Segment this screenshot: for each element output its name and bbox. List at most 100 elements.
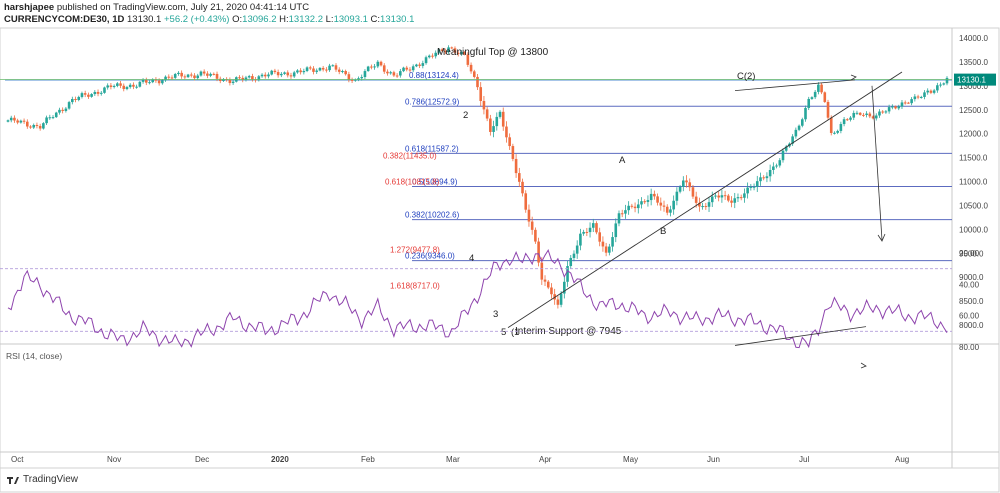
candle-body bbox=[675, 191, 679, 201]
annotation-meaningful-top: Meaningful Top @ 13800 bbox=[437, 47, 549, 58]
time-axis-tick: Apr bbox=[539, 455, 552, 464]
fib-level-label: 0.786(12572.9) bbox=[405, 97, 460, 106]
candle-body bbox=[797, 125, 801, 130]
candle-body bbox=[900, 102, 904, 107]
candle-body bbox=[563, 281, 566, 294]
candle-body bbox=[669, 209, 672, 213]
candle-body bbox=[762, 177, 766, 179]
candle-body bbox=[897, 106, 901, 109]
candle-body bbox=[466, 54, 470, 65]
candle-body bbox=[67, 102, 71, 109]
price-axis-tick: 8000.0 bbox=[959, 321, 984, 330]
candle-body bbox=[444, 51, 447, 53]
candle-body bbox=[141, 80, 145, 82]
candle-body bbox=[302, 70, 306, 73]
candle-body bbox=[852, 112, 856, 118]
symbol-line: CURRENCYCOM:DE30, 1D 13130.1 +56.2 (+0.4… bbox=[4, 14, 414, 25]
candle-body bbox=[257, 76, 261, 81]
candle-body bbox=[267, 74, 270, 77]
candle-body bbox=[566, 266, 569, 282]
candle-body bbox=[453, 48, 457, 53]
candle-body bbox=[296, 70, 299, 73]
candle-body bbox=[341, 71, 344, 73]
high-value: 13132.2 bbox=[288, 14, 323, 25]
candle-body bbox=[122, 85, 126, 90]
candle-body bbox=[373, 66, 376, 68]
candle-body bbox=[505, 126, 508, 138]
candle-body bbox=[427, 55, 431, 58]
candle-body bbox=[482, 100, 486, 110]
price-change: +56.2 (+0.43%) bbox=[163, 14, 230, 25]
candle-body bbox=[209, 73, 212, 76]
candle-body bbox=[379, 61, 383, 66]
candle-body bbox=[469, 64, 473, 72]
candle-body bbox=[450, 47, 454, 49]
candle-body bbox=[820, 84, 823, 93]
candle-body bbox=[64, 108, 68, 111]
time-axis-tick: Feb bbox=[361, 455, 375, 464]
candle-body bbox=[244, 77, 248, 80]
candle-body bbox=[456, 52, 460, 55]
candle-body bbox=[376, 61, 380, 67]
candle-body bbox=[556, 299, 560, 305]
time-axis-tick: Dec bbox=[195, 455, 209, 464]
candle-body bbox=[749, 186, 753, 188]
candle-body bbox=[103, 87, 106, 93]
candle-body bbox=[212, 73, 216, 75]
candle-body bbox=[691, 187, 695, 197]
candle-body bbox=[334, 65, 338, 70]
price-axis-tick: 13500.0 bbox=[959, 58, 988, 67]
candle-body bbox=[543, 279, 547, 282]
projection-line bbox=[871, 85, 883, 241]
c-wave-line bbox=[734, 79, 856, 92]
candle-body bbox=[701, 206, 704, 208]
rsi-axis-tick: 60.00 bbox=[959, 312, 980, 321]
candle-body bbox=[206, 73, 209, 76]
candle-body bbox=[575, 245, 579, 254]
candle-body bbox=[421, 63, 425, 66]
candle-body bbox=[739, 197, 743, 199]
candle-body bbox=[411, 66, 415, 71]
candle-body bbox=[392, 72, 396, 76]
candle-body bbox=[572, 253, 576, 258]
wave-label: (1 bbox=[511, 327, 519, 338]
candle-body bbox=[559, 293, 563, 305]
candle-body bbox=[180, 72, 183, 77]
tradingview-logo: TradingView bbox=[6, 474, 78, 485]
candle-body bbox=[337, 69, 341, 72]
price-axis-tick: 9000.0 bbox=[959, 273, 984, 282]
candle-body bbox=[919, 96, 923, 98]
candle-body bbox=[151, 79, 155, 83]
candle-body bbox=[408, 69, 412, 71]
candle-body bbox=[360, 77, 364, 79]
annotation-interim-support: Interim Support @ 7945 bbox=[515, 326, 622, 337]
candle-body bbox=[656, 196, 659, 203]
candle-body bbox=[682, 180, 685, 187]
candle-body bbox=[659, 202, 663, 206]
candle-body bbox=[308, 67, 312, 69]
candle-body bbox=[476, 76, 479, 88]
candle-body bbox=[415, 64, 418, 67]
publisher-line: harshjapee published on TradingView.com,… bbox=[4, 2, 309, 13]
candle-body bbox=[768, 170, 772, 177]
candle-body bbox=[270, 70, 273, 75]
candle-body bbox=[132, 84, 135, 87]
candle-body bbox=[173, 74, 177, 78]
candle-body bbox=[894, 106, 897, 109]
candle-body bbox=[363, 71, 367, 78]
candle-body bbox=[730, 200, 733, 203]
candle-body bbox=[630, 205, 634, 207]
candle-body bbox=[723, 195, 727, 197]
candle-body bbox=[402, 67, 405, 72]
candle-body bbox=[817, 84, 820, 92]
candle-body bbox=[157, 80, 161, 84]
candle-body bbox=[710, 196, 714, 203]
candle-body bbox=[508, 137, 511, 147]
candle-body bbox=[318, 67, 322, 71]
wave-label: 5 bbox=[501, 327, 506, 338]
candle-body bbox=[74, 98, 77, 100]
candle-body bbox=[521, 181, 524, 194]
candle-body bbox=[479, 87, 483, 101]
candle-body bbox=[694, 196, 698, 203]
